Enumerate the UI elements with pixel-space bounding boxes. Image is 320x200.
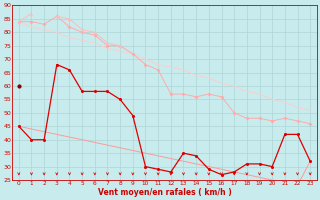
X-axis label: Vent moyen/en rafales ( km/h ): Vent moyen/en rafales ( km/h ) [98,188,231,197]
